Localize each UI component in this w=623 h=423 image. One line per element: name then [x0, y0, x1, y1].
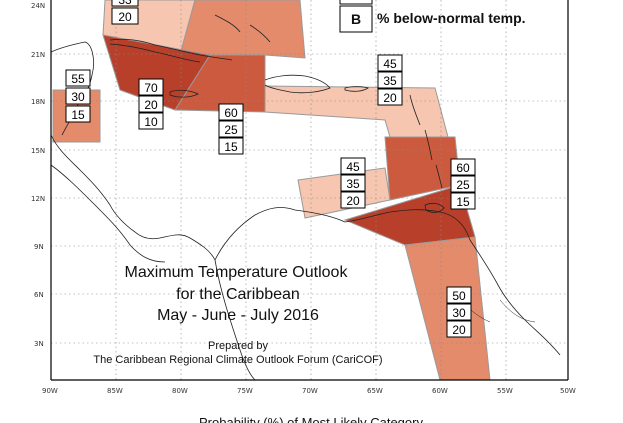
probability-value: 20	[118, 10, 132, 24]
x-tick-label: 55W	[497, 387, 513, 395]
probability-value: 60	[456, 161, 470, 175]
x-tick-label: 70W	[302, 387, 318, 395]
forecast-box-top-partial: 33 20	[111, 0, 139, 25]
lesser-antilles	[409, 94, 443, 189]
y-tick-label: 3N	[34, 340, 44, 348]
x-tick-label: 90W	[42, 387, 58, 395]
y-tick-label: 6N	[34, 291, 44, 299]
probability-value: 25	[456, 178, 470, 192]
probability-value: 20	[383, 91, 397, 105]
map-title-line1: Maximum Temperature Outlook	[125, 264, 349, 281]
probability-value: 33	[118, 0, 132, 7]
map-title-line2: for the Caribbean	[176, 286, 300, 303]
central-america-pacific	[50, 164, 166, 263]
south-america-interior	[214, 259, 256, 381]
x-axis-labels: 90W 85W 80W 75W 70W 65W 60W 55W 50W	[42, 387, 576, 395]
x-tick-label: 80W	[172, 387, 188, 395]
forecast-box-belize: 55 30 15	[65, 69, 91, 123]
yucatan-central-america	[50, 134, 216, 261]
probability-value: 30	[71, 90, 85, 104]
forecast-box-abc-islands: 45 35 20	[340, 157, 366, 209]
probability-value: 45	[346, 160, 360, 174]
y-tick-label: 12N	[31, 195, 45, 203]
x-tick-label: 85W	[107, 387, 123, 395]
probability-value: 20	[144, 98, 158, 112]
probability-value: 45	[383, 57, 397, 71]
probability-value: 20	[346, 194, 360, 208]
jamaica	[169, 89, 199, 98]
credit-line1: Prepared by	[208, 340, 268, 352]
hispaniola	[264, 74, 331, 94]
x-tick-label: 50W	[560, 387, 576, 395]
bahamas	[214, 14, 271, 43]
x-tick-label: 60W	[432, 387, 448, 395]
forecast-box-leeward: 45 35 20	[377, 54, 403, 106]
legend-box-partial	[339, 0, 373, 5]
legend-key-letter: B	[351, 11, 361, 27]
x-tick-label: 75W	[237, 387, 253, 395]
colombia-coast	[214, 207, 346, 261]
probability-value: 35	[346, 177, 360, 191]
forecast-box-jamaica: 70 20 10	[138, 78, 164, 130]
probability-value: 15	[456, 195, 470, 209]
footer-caption: Probability (%) of Most Likely Category	[199, 415, 423, 423]
y-tick-label: 15N	[31, 147, 45, 155]
probability-value: 60	[224, 106, 238, 120]
credit-line2: The Caribbean Regional Climate Outlook F…	[93, 354, 382, 366]
venezuela-coast	[344, 209, 471, 241]
y-tick-label: 9N	[34, 243, 44, 251]
legend: B % below-normal temp.	[339, 0, 526, 33]
probability-value: 15	[224, 140, 238, 154]
y-axis-labels: 24N 21N 18N 15N 12N 9N 6N 3N	[31, 2, 45, 348]
map-title-line3: May - June - July 2016	[157, 307, 319, 324]
x-tick-label: 65W	[367, 387, 383, 395]
probability-value: 35	[383, 74, 397, 88]
puerto-rico	[344, 86, 369, 92]
probability-value: 10	[144, 115, 158, 129]
probability-value: 25	[224, 123, 238, 137]
probability-value: 50	[452, 289, 466, 303]
grid-lines	[51, 0, 568, 380]
region-cuba-east	[179, 0, 306, 59]
cuba-south	[109, 43, 201, 63]
forecast-box-guianas: 50 30 20	[446, 286, 472, 338]
probability-value: 20	[452, 323, 466, 337]
guianas-coast	[469, 239, 561, 356]
forecast-box-windward: 60 25 15	[450, 158, 476, 210]
y-tick-label: 18N	[31, 98, 45, 106]
probability-value: 70	[144, 81, 158, 95]
forecast-box-haiti: 60 25 15	[218, 103, 244, 155]
probability-value: 15	[71, 108, 85, 122]
cuba	[109, 38, 233, 61]
coastlines	[50, 14, 561, 381]
legend-key-text: % below-normal temp.	[377, 10, 526, 26]
probability-value: 55	[71, 72, 85, 86]
y-tick-label: 24N	[31, 2, 45, 10]
legend-key-box	[339, 5, 373, 33]
probability-value: 30	[452, 306, 466, 320]
trinidad	[424, 202, 445, 213]
region-leeward	[264, 85, 449, 138]
map-frame	[50, 0, 569, 381]
y-tick-label: 21N	[31, 51, 45, 59]
